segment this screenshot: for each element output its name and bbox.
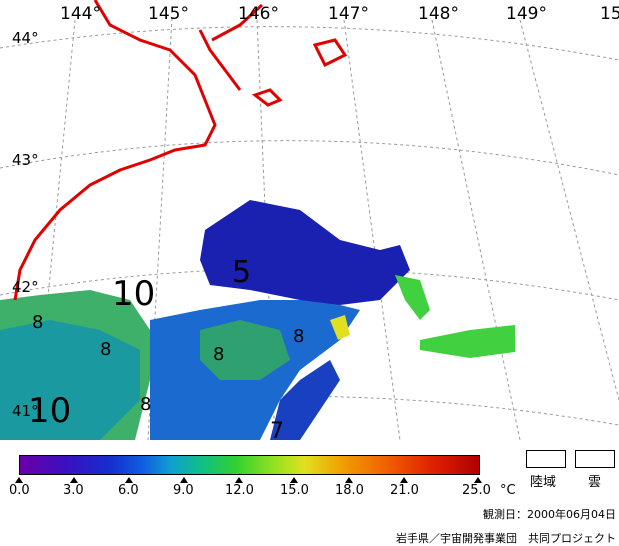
colorbar-tick <box>290 477 298 483</box>
shiretoko-peninsula <box>198 29 242 91</box>
sst-region-cold-core <box>200 200 410 305</box>
colorbar-tick-label: 6.0 <box>118 483 139 498</box>
colorbar-tick-label: 12.0 <box>225 483 254 498</box>
colorbar-tick <box>235 477 243 483</box>
colorbar-tick-label: 21.0 <box>390 483 419 498</box>
lat-label-42: 42° <box>12 278 39 296</box>
kunashiri-island <box>211 3 264 42</box>
meridian-145 <box>147 17 173 440</box>
contour-label-8-center: 8 <box>213 344 224 365</box>
lon-label-149: 149° <box>506 4 547 24</box>
contour-label-8-south: 8 <box>140 394 151 415</box>
sst-region-south-green <box>200 320 290 380</box>
sst-region-west-bluegreen <box>0 320 140 440</box>
sst-region-east-warm <box>395 275 430 320</box>
contour-label-10-north: 10 <box>112 274 155 314</box>
meridian-148 <box>431 19 521 440</box>
cloud-legend-swatch <box>575 450 615 468</box>
credit-line: 岩手県／宇宙開発事業団 共同プロジェクト <box>396 532 616 545</box>
cloud-legend-label: 雲 <box>588 475 602 490</box>
contour-label-7: 7 <box>270 419 284 440</box>
lon-label-145: 145° <box>148 4 189 24</box>
lat-label-43: 43° <box>12 151 39 169</box>
contour-label-5: 5 <box>232 255 251 290</box>
lat-label-41: 41° <box>12 402 39 420</box>
colorbar-unit: °C <box>500 483 516 498</box>
sst-field <box>0 200 515 440</box>
parallel-43 <box>0 140 619 176</box>
colorbar-tick-label: 3.0 <box>63 483 84 498</box>
parallel-44 <box>0 26 619 61</box>
meridian-144 <box>33 19 76 440</box>
lon-label-148: 148° <box>418 4 459 24</box>
hokkaido-coast <box>13 0 217 301</box>
colorbar-tick <box>70 477 78 483</box>
sst-region-east-band <box>420 325 515 358</box>
observation-date: 観測日：2000年06月04日 <box>483 508 616 521</box>
land-legend-label: 陸域 <box>530 475 557 490</box>
land-legend-swatch <box>526 450 566 468</box>
colorbar-tick-label: 25.0 <box>462 483 491 498</box>
colorbar-tick <box>15 477 23 483</box>
colorbar-tick <box>400 477 408 483</box>
coastline <box>13 0 348 301</box>
habomai-islands <box>251 88 283 107</box>
temperature-colorbar <box>19 455 480 475</box>
contour-label-8-east: 8 <box>293 326 304 347</box>
sst-region-yellow-spot <box>330 315 350 340</box>
lon-label-144: 144° <box>60 4 101 24</box>
contour-label-10-south: 10 <box>28 391 71 431</box>
lat-label-44: 44° <box>12 29 39 47</box>
lon-label-150: 15 <box>600 4 619 24</box>
contour-label-8-west: 8 <box>32 312 43 333</box>
colorbar-tick <box>474 477 482 483</box>
contour-label-8-sw: 8 <box>100 339 111 360</box>
sea-surface-temperature-map: 144° 145° 146° 147° 148° 149° 15 44° 43°… <box>0 0 619 440</box>
colorbar-tick <box>125 477 133 483</box>
shikotan-island <box>312 38 348 68</box>
colorbar-tick-label: 9.0 <box>173 483 194 498</box>
sst-region-southeast <box>270 360 340 440</box>
colorbar-tick <box>345 477 353 483</box>
meridian-149 <box>519 19 619 401</box>
meridian-147 <box>343 19 401 440</box>
colorbar-tick-label: 18.0 <box>335 483 364 498</box>
colorbar-tick-label: 0.0 <box>9 483 30 498</box>
colorbar-tick-label: 15.0 <box>280 483 309 498</box>
colorbar-tick <box>180 477 188 483</box>
lon-label-146: 146° <box>238 4 279 24</box>
lon-label-147: 147° <box>328 4 369 24</box>
